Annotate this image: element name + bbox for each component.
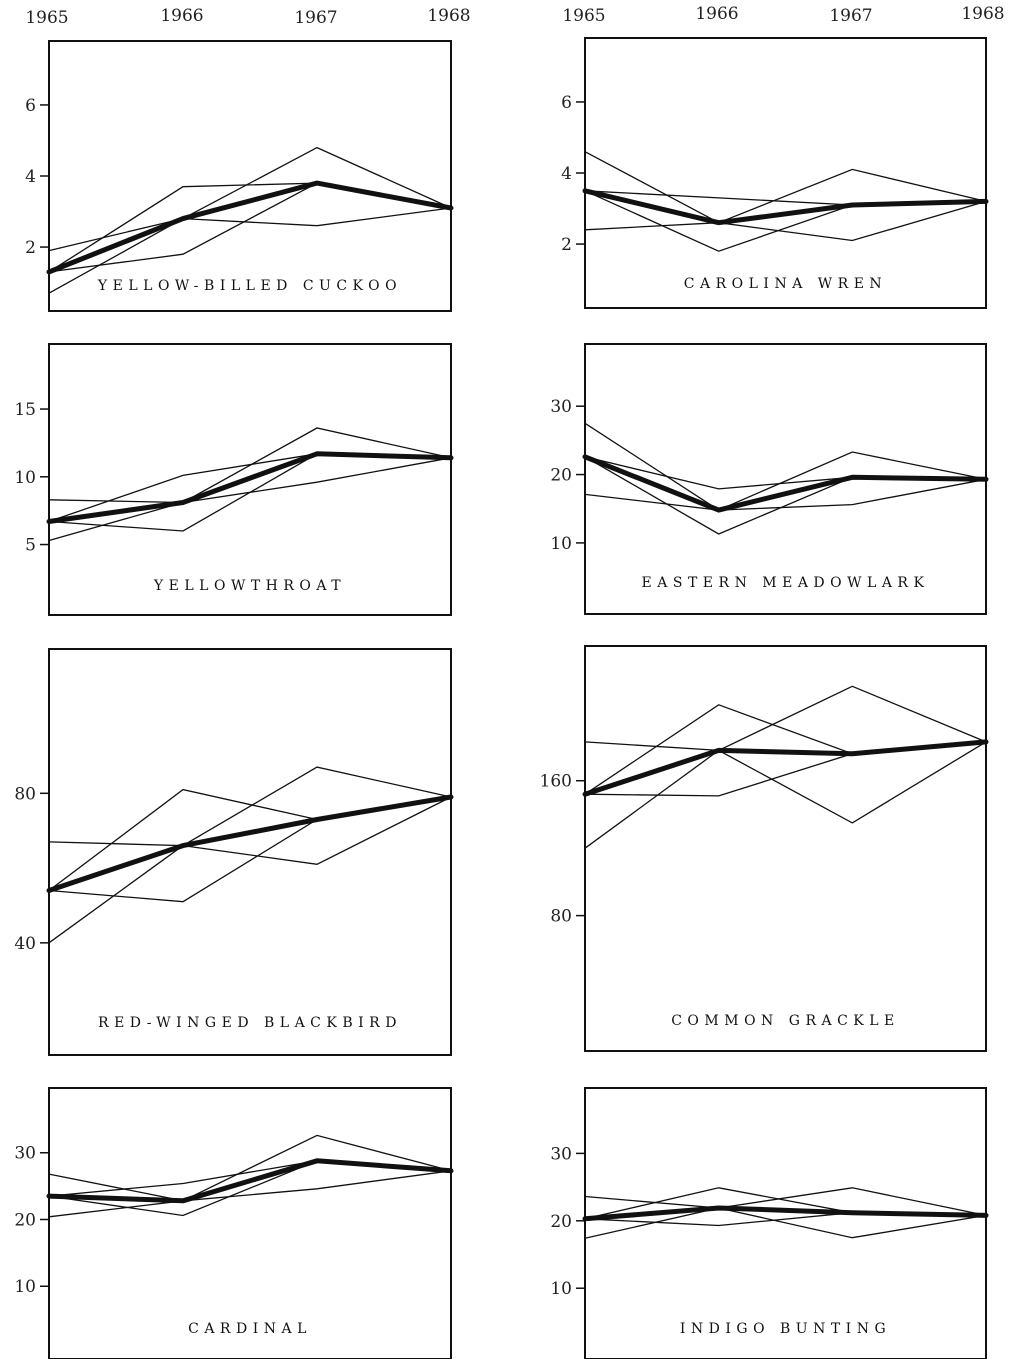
y-tick-label: 30 xyxy=(14,1144,36,1164)
panel-title: COMMON GRACKLE xyxy=(671,1013,900,1029)
range-line-1 xyxy=(48,427,452,542)
y-tick-label: 30 xyxy=(550,397,572,417)
range-line-2 xyxy=(584,478,987,511)
year-label-left-1966: 1966 xyxy=(160,6,203,26)
year-label-left-1967: 1967 xyxy=(294,8,337,28)
panel-title: RED-WINGED BLACKBIRD xyxy=(98,1015,402,1031)
range-line-2 xyxy=(48,796,452,865)
panel-indigo-bunting: 10 20 30 INDIGO BUNTING xyxy=(550,1087,989,1359)
y-tick-label: 20 xyxy=(550,1212,572,1232)
year-label-right-1965: 1965 xyxy=(562,6,605,26)
range-line-2 xyxy=(584,1195,987,1239)
range-line-4 xyxy=(48,1160,452,1217)
year-label-right-1967: 1967 xyxy=(829,6,872,26)
range-line-1 xyxy=(48,1170,452,1218)
panel-red-winged-blackbird: 40 80 RED-WINGED BLACKBIRD xyxy=(14,648,454,1056)
y-tick-label: 4 xyxy=(25,167,36,187)
panel-title: CARDINAL xyxy=(188,1321,312,1337)
range-line-1 xyxy=(48,766,452,944)
range-line-1 xyxy=(48,146,452,294)
y-tick-label: 6 xyxy=(25,96,36,116)
panel-title: CAROLINA WREN xyxy=(684,276,887,292)
plot-frame xyxy=(584,1087,987,1359)
mean-line xyxy=(582,1205,989,1222)
panel-carolina-wren: 2 4 6 CAROLINA WREN xyxy=(561,37,989,309)
range-line-1 xyxy=(584,422,987,511)
panel-common-grackle: 80 160 COMMON GRACKLE xyxy=(540,645,989,1052)
y-tick-label: 80 xyxy=(550,907,572,927)
plot-frame xyxy=(48,1087,452,1359)
panel-title: YELLOWTHROAT xyxy=(153,578,346,594)
range-line-1 xyxy=(584,151,987,224)
mean-line xyxy=(46,180,454,275)
y-tick-label: 10 xyxy=(14,468,36,488)
y-tick-label: 20 xyxy=(14,1210,36,1230)
panel-eastern-meadowlark: 10 20 30 EASTERN MEADOWLARK xyxy=(550,343,989,615)
y-tick-label: 4 xyxy=(561,164,572,184)
range-line-1 xyxy=(584,1187,987,1239)
panel-title: INDIGO BUNTING xyxy=(680,1321,891,1337)
plot-frame xyxy=(48,343,452,616)
year-label-left-1965: 1965 xyxy=(25,8,68,28)
mean-line xyxy=(582,739,989,797)
y-tick-label: 10 xyxy=(550,534,572,554)
y-tick-label: 160 xyxy=(540,772,572,792)
panel-title: EASTERN MEADOWLARK xyxy=(642,575,930,591)
y-tick-label: 30 xyxy=(550,1144,572,1164)
mean-line xyxy=(46,451,454,524)
y-tick-label: 40 xyxy=(14,934,36,954)
year-label-left-1968: 1968 xyxy=(427,6,470,26)
panel-cardinal: 10 20 30 CARDINAL xyxy=(14,1087,454,1359)
plot-frame xyxy=(48,648,452,1056)
y-tick-label: 80 xyxy=(14,784,36,804)
y-tick-label: 15 xyxy=(14,400,36,420)
range-line-2 xyxy=(48,1134,452,1202)
range-line-1 xyxy=(584,685,987,849)
y-tick-label: 20 xyxy=(550,466,572,486)
y-tick-label: 10 xyxy=(14,1277,36,1297)
y-tick-label: 5 xyxy=(25,536,36,556)
panel-yellowthroat: 5 10 15 YELLOWTHROAT xyxy=(14,343,454,616)
y-tick-label: 2 xyxy=(561,235,572,255)
range-line-2 xyxy=(48,207,452,252)
mean-line xyxy=(582,454,989,513)
mean-line xyxy=(46,794,454,893)
range-line-3 xyxy=(584,190,987,252)
mean-line xyxy=(46,1158,454,1204)
year-label-right-1968: 1968 xyxy=(961,4,1004,24)
y-tick-label: 2 xyxy=(25,238,36,258)
plot-frame xyxy=(584,37,987,309)
panel-title: YELLOW-BILLED CUCKOO xyxy=(97,278,402,294)
y-tick-label: 6 xyxy=(561,93,572,113)
range-line-2 xyxy=(584,200,987,242)
y-tick-label: 10 xyxy=(550,1279,572,1299)
panel-yellow-billed-cuckoo: 2 4 6 YELLOW-BILLED CUCKOO xyxy=(25,40,454,312)
range-line-2 xyxy=(584,741,987,824)
range-line-4 xyxy=(48,796,452,903)
plot-frame xyxy=(48,40,452,312)
mean-line xyxy=(582,188,989,226)
plot-frame xyxy=(584,645,987,1052)
year-label-right-1966: 1966 xyxy=(695,4,738,24)
